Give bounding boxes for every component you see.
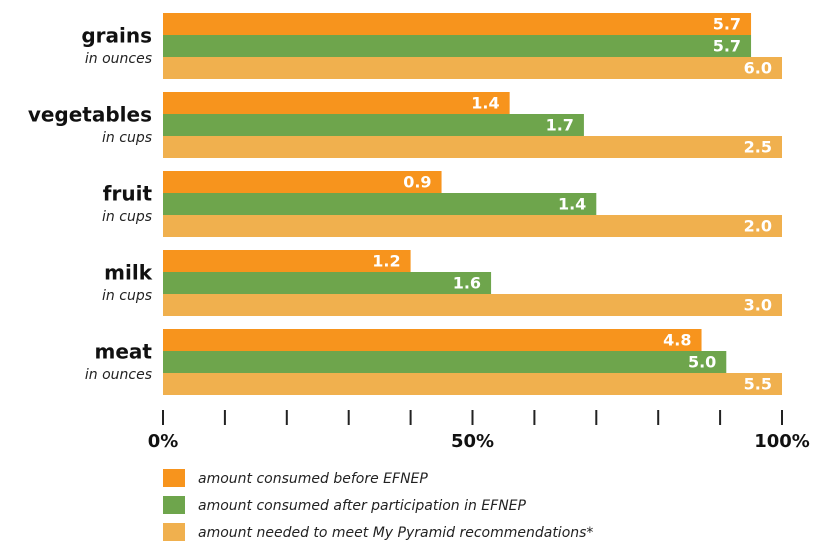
- value-label: 2.0: [744, 217, 772, 236]
- bar: [163, 250, 411, 272]
- value-label: 4.8: [663, 331, 691, 350]
- bar: [163, 13, 752, 35]
- legend-label: amount consumed after participation in E…: [198, 498, 527, 514]
- x-tick-label: 100%: [754, 431, 810, 452]
- category-unit: in ounces: [85, 367, 152, 383]
- bar: [163, 171, 442, 193]
- category-label: vegetables: [28, 103, 152, 127]
- value-label: 3.0: [744, 296, 772, 315]
- bar: [163, 193, 597, 215]
- bar: [163, 329, 702, 351]
- category-label: grains: [81, 24, 152, 48]
- category-unit: in cups: [102, 130, 152, 146]
- value-label: 2.5: [744, 138, 772, 157]
- category-unit: in ounces: [85, 51, 152, 67]
- bar: [163, 92, 510, 114]
- category-unit: in cups: [102, 209, 152, 225]
- value-label: 1.7: [546, 116, 574, 135]
- category-label: meat: [95, 340, 153, 364]
- value-label: 1.4: [471, 94, 499, 113]
- value-label: 1.2: [372, 252, 400, 271]
- category-unit: in cups: [102, 288, 152, 304]
- legend-swatch: [163, 523, 185, 541]
- legend-swatch: [163, 496, 185, 514]
- value-label: 1.6: [453, 274, 481, 293]
- bar: [163, 373, 782, 395]
- value-label: 5.0: [688, 353, 716, 372]
- bar: [163, 215, 782, 237]
- x-tick-label: 50%: [451, 431, 494, 452]
- value-label: 5.5: [744, 375, 772, 394]
- legend-label: amount consumed before EFNEP: [198, 471, 428, 487]
- value-label: 1.4: [558, 195, 586, 214]
- bar: [163, 114, 584, 136]
- value-label: 6.0: [744, 59, 772, 78]
- x-tick-label: 0%: [148, 431, 179, 452]
- value-label: 5.7: [713, 15, 741, 34]
- legend-label: amount needed to meet My Pyramid recomme…: [198, 525, 593, 541]
- bar: [163, 57, 782, 79]
- category-label: fruit: [103, 182, 153, 206]
- bar: [163, 35, 752, 57]
- bar: [163, 136, 782, 158]
- bar: [163, 351, 727, 373]
- bar: [163, 272, 492, 294]
- value-label: 0.9: [403, 173, 431, 192]
- bar: [163, 294, 782, 316]
- legend-swatch: [163, 469, 185, 487]
- category-label: milk: [104, 261, 153, 285]
- value-label: 5.7: [713, 37, 741, 56]
